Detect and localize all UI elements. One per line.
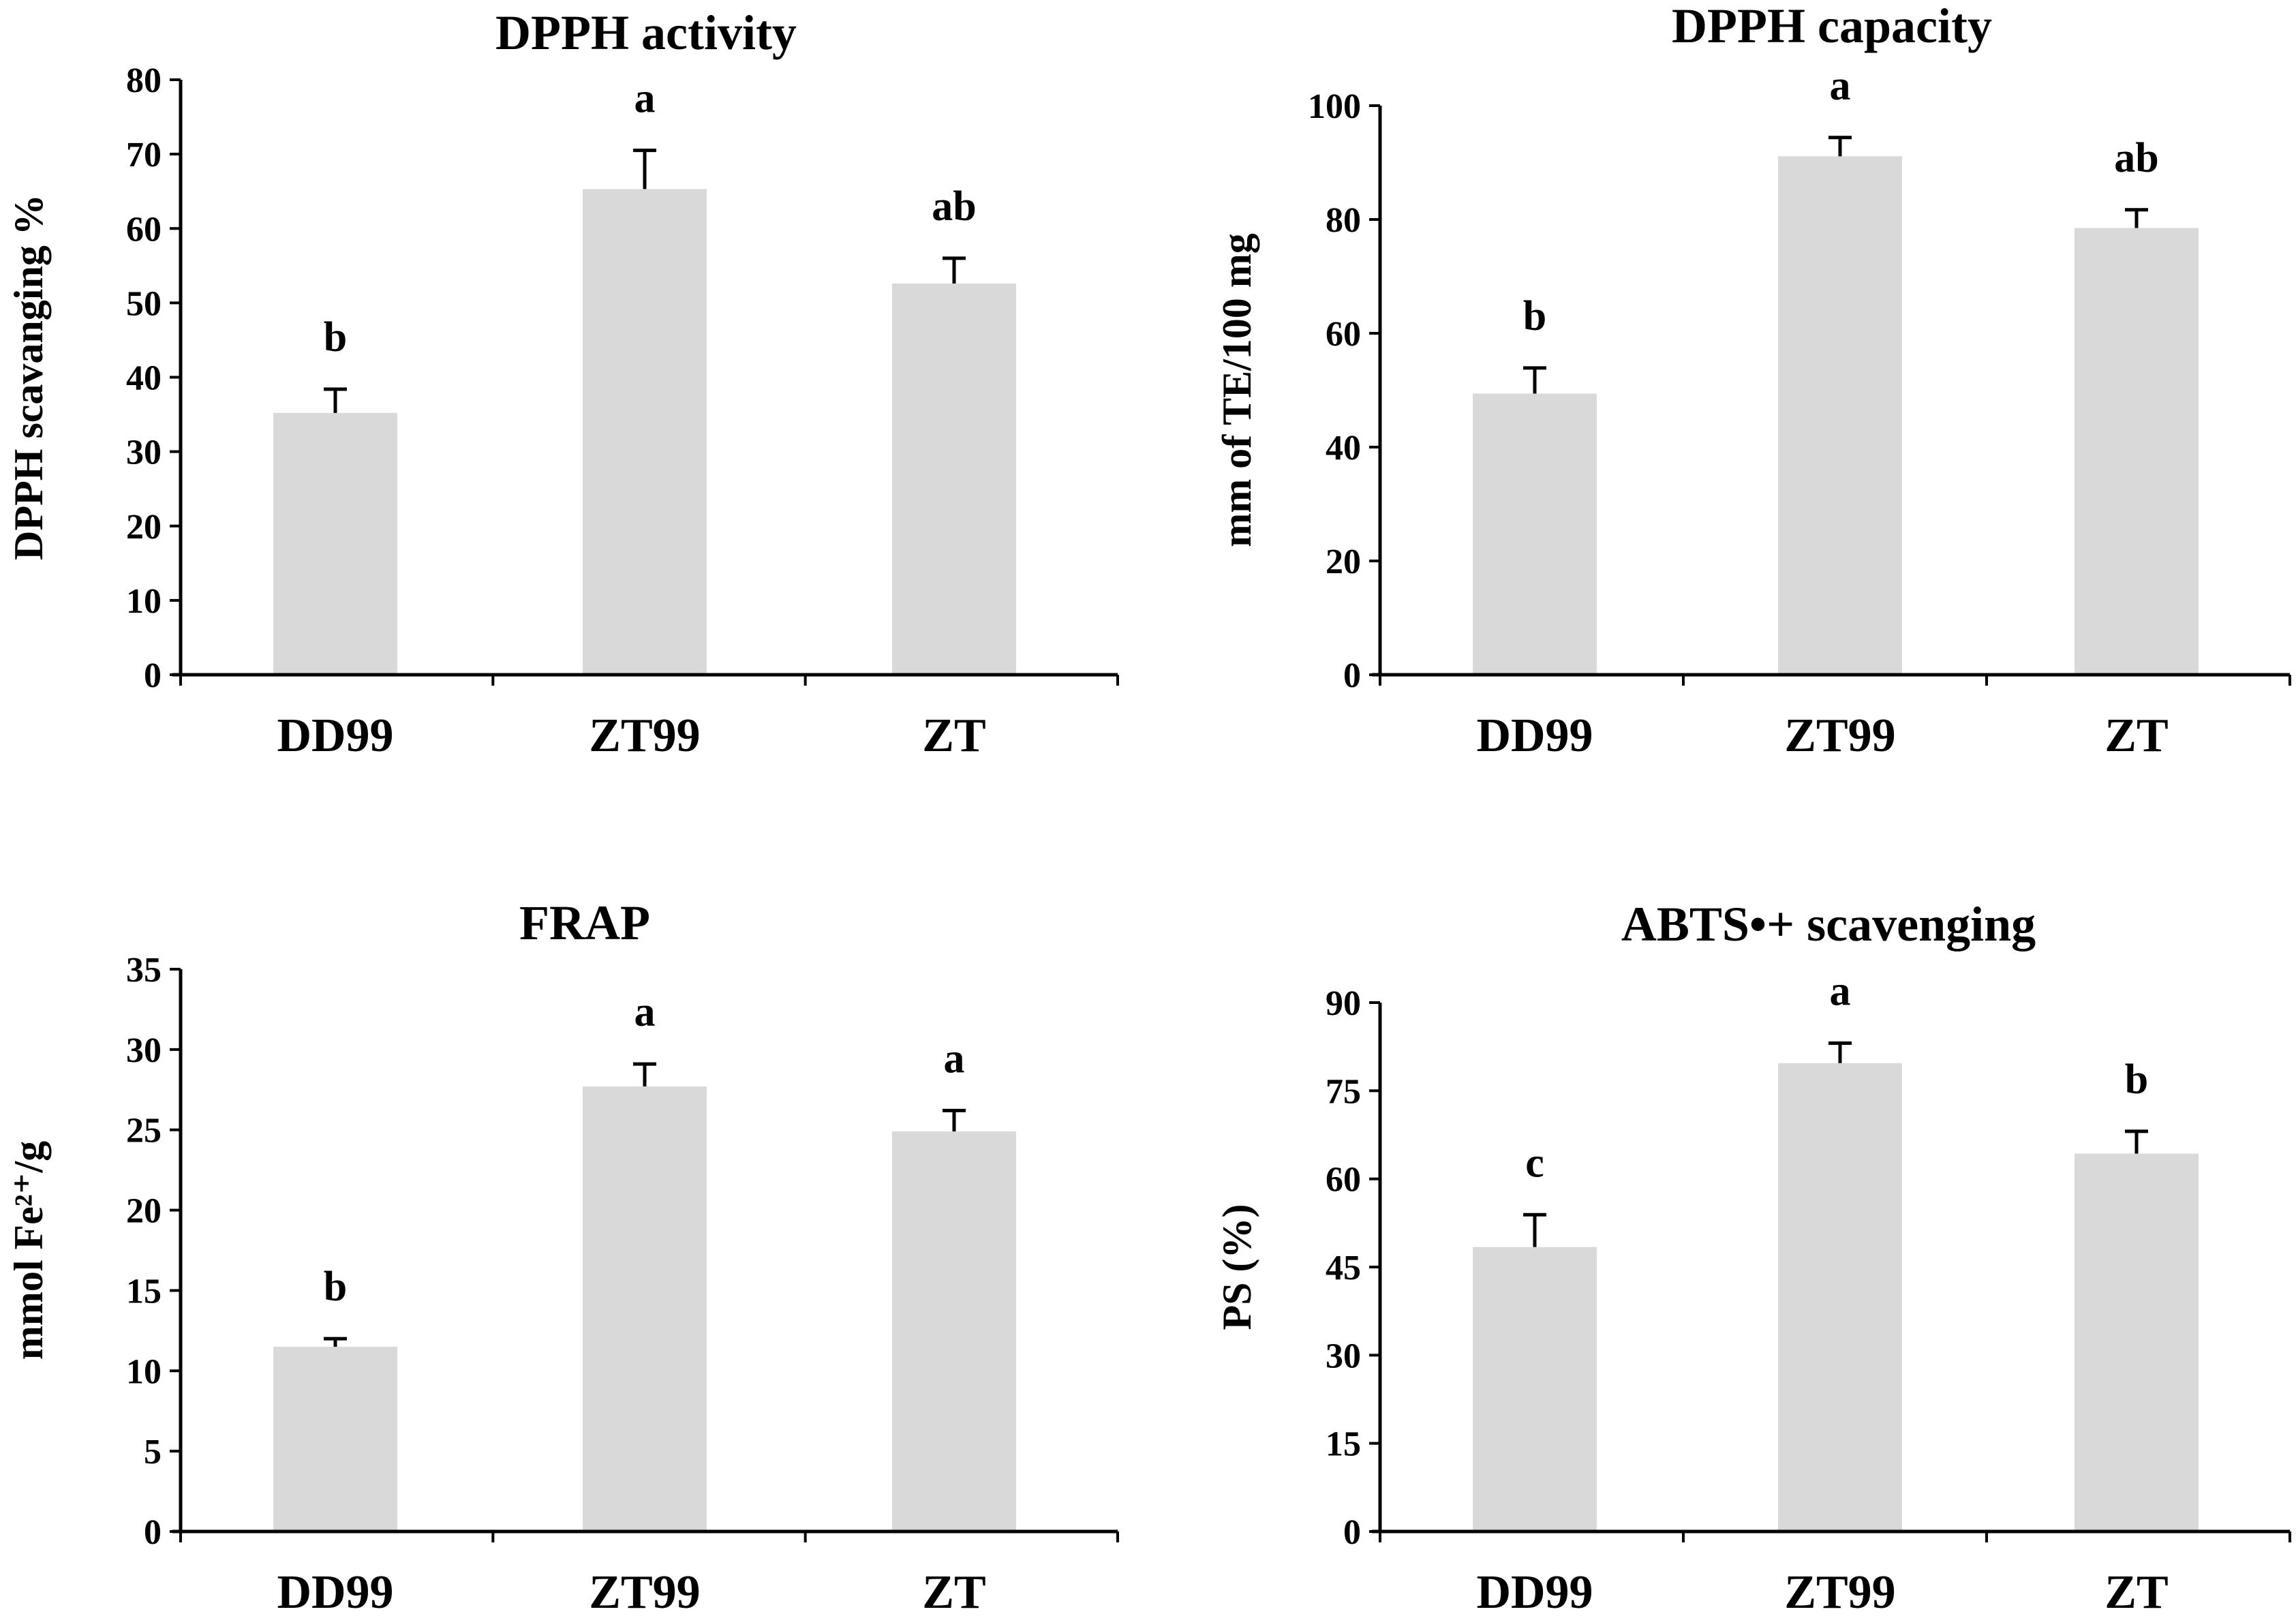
y-tick-label: 40 (126, 359, 162, 398)
y-tick-label: 5 (144, 1433, 162, 1472)
y-tick-label: 20 (126, 508, 162, 547)
significance-label: b (2125, 1056, 2148, 1103)
y-tick-label: 35 (126, 951, 162, 990)
y-axis-label: mmol Fe²⁺/g (6, 1141, 51, 1360)
y-tick-label: 30 (126, 433, 162, 472)
y-tick-label: 75 (1326, 1072, 1361, 1111)
bar-dd99 (273, 412, 397, 675)
bar-dd99 (273, 1346, 397, 1531)
chart-title: DPPH capacity (1672, 0, 1992, 53)
chart-panel-2: DPPH capacity mm of TE/100 mg b a ab 0 20 40 60 8… (1214, 0, 2291, 762)
bar-dd99 (1473, 1247, 1597, 1531)
x-tick-label: ZT99 (589, 710, 700, 762)
y-tick-label: 50 (126, 284, 162, 323)
chart-title: ABTS•+ scavenging (1621, 897, 2036, 951)
x-tick-label: ZT99 (1784, 1566, 1895, 1616)
bar-zt (2075, 228, 2199, 675)
x-tick-label: DD99 (1476, 710, 1593, 762)
x-tick-label: DD99 (277, 710, 393, 762)
y-tick-label: 25 (126, 1112, 162, 1150)
x-tick-label: ZT (2104, 1566, 2168, 1616)
chart-panel-4: ABTS•+ scavenging PS (%) c a b 0 15 30 45 60 75 90 D… (1214, 897, 2291, 1616)
x-tick-label: ZT (922, 710, 985, 762)
significance-label: ab (932, 183, 976, 230)
bar-zt99 (1778, 156, 1902, 675)
y-tick-label: 90 (1326, 984, 1361, 1023)
significance-label: ab (2114, 135, 2158, 181)
significance-label: a (634, 76, 656, 122)
x-tick-label: ZT (922, 1566, 985, 1616)
bar-zt (892, 1131, 1016, 1531)
y-tick-label: 60 (1326, 1161, 1361, 1200)
y-tick-label: 30 (126, 1031, 162, 1070)
significance-label: a (1830, 968, 1851, 1014)
bar-zt (2075, 1153, 2199, 1531)
y-tick-label: 20 (126, 1192, 162, 1231)
y-tick-label: 80 (126, 61, 162, 100)
bar-zt99 (1778, 1063, 1902, 1531)
y-axis-label: mm of TE/100 mg (1214, 233, 1259, 547)
y-tick-label: 60 (1326, 315, 1361, 354)
x-tick-label: ZT (2104, 710, 2168, 762)
y-tick-label: 70 (126, 136, 162, 174)
bar-zt99 (583, 189, 707, 675)
y-axis-label: PS (%) (1214, 1204, 1259, 1330)
y-tick-label: 30 (1326, 1337, 1361, 1375)
y-tick-label: 100 (1308, 87, 1361, 126)
significance-label: b (1523, 293, 1546, 339)
y-tick-label: 0 (1343, 656, 1361, 695)
significance-label: b (324, 314, 347, 361)
y-tick-label: 0 (144, 656, 162, 695)
y-tick-label: 80 (1326, 201, 1361, 240)
x-tick-label: ZT99 (589, 1566, 700, 1616)
chart-panel-3: FRAP mmol Fe²⁺/g b a a 0 5 10 15 20 25 30 35 DD99 ZT99… (6, 896, 1119, 1616)
y-tick-label: 45 (1326, 1249, 1361, 1287)
significance-label: b (324, 1264, 347, 1310)
significance-label: c (1525, 1140, 1544, 1186)
chart-title: DPPH activity (495, 5, 797, 60)
significance-label: a (944, 1035, 965, 1082)
bar-dd99 (1473, 393, 1597, 675)
significance-label: a (634, 989, 656, 1035)
y-tick-label: 60 (126, 210, 162, 249)
x-tick-label: ZT99 (1784, 710, 1895, 762)
chart-panel-1: DPPH activity DPPH scavanging % b a ab 0 10 20 3… (6, 5, 1119, 762)
significance-label: a (1830, 63, 1851, 109)
x-tick-label: DD99 (277, 1566, 393, 1616)
y-tick-label: 10 (126, 582, 162, 621)
bar-zt99 (583, 1086, 707, 1531)
y-tick-label: 10 (126, 1352, 162, 1391)
chart-title: FRAP (519, 896, 650, 950)
y-tick-label: 0 (1343, 1513, 1361, 1552)
bar-zt (892, 284, 1016, 675)
y-tick-label: 0 (144, 1513, 162, 1552)
y-tick-label: 20 (1326, 543, 1361, 581)
y-tick-label: 15 (126, 1272, 162, 1311)
y-tick-label: 15 (1326, 1425, 1361, 1464)
y-axis-label: DPPH scavanging % (6, 194, 51, 560)
x-tick-label: DD99 (1476, 1566, 1593, 1616)
y-tick-label: 40 (1326, 429, 1361, 468)
